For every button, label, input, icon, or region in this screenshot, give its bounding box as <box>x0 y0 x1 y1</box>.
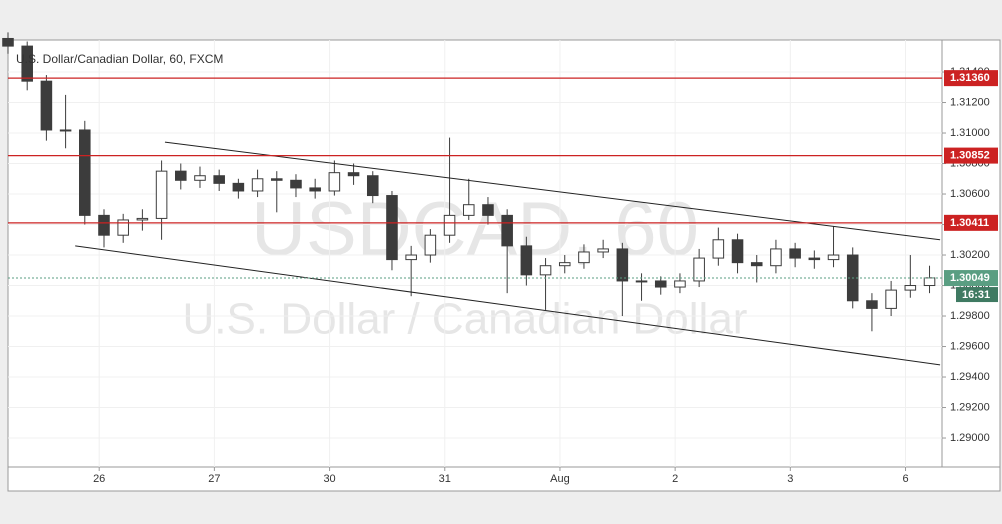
candle-body <box>578 251 590 264</box>
level-label: 1.31360 <box>950 72 990 84</box>
y-tick-label: 1.30200 <box>950 249 990 261</box>
candle-body <box>654 280 667 288</box>
last-price-label: 1.30049 <box>950 272 990 284</box>
candle-body <box>328 172 341 192</box>
level-label: 1.30411 <box>950 217 989 229</box>
y-tick-label: 1.31000 <box>950 127 990 139</box>
level-tag <box>944 147 998 164</box>
trend-line <box>75 245 941 366</box>
candle-body <box>251 178 264 192</box>
plot-area <box>7 39 943 468</box>
y-tick-label: 1.29600 <box>950 340 990 352</box>
candle-body <box>232 182 245 192</box>
candle-body <box>59 129 72 132</box>
x-tick-label: 27 <box>208 473 220 485</box>
countdown-tag <box>956 287 998 303</box>
candle-body <box>117 219 129 236</box>
candle-body <box>674 280 686 288</box>
y-tick-label: 1.29800 <box>950 310 990 322</box>
candle-body <box>597 248 609 253</box>
candle-body <box>175 170 187 181</box>
candle-body <box>808 257 821 261</box>
candle-body <box>635 280 648 283</box>
candle-body <box>405 254 417 261</box>
trend-line <box>164 141 941 241</box>
candle-body <box>194 175 206 181</box>
candle-body <box>750 262 763 267</box>
candle-body <box>885 289 897 309</box>
candle-body <box>79 129 91 216</box>
y-tick-label: 1.29400 <box>950 371 990 383</box>
candle-body <box>462 204 475 216</box>
x-axis-area <box>7 466 1001 492</box>
candle-body <box>386 195 398 261</box>
last-price-tag <box>944 270 998 287</box>
candle-body <box>616 248 629 282</box>
candle-body <box>270 178 283 181</box>
candle-body <box>904 285 917 291</box>
candle-body <box>770 248 782 267</box>
candle-body <box>731 239 744 264</box>
candle-body <box>347 172 360 177</box>
x-tick-label: 26 <box>93 473 105 485</box>
candle-body <box>424 234 437 256</box>
chart-title: U.S. Dollar/Canadian Dollar, 60, FXCM <box>16 52 223 66</box>
x-tick-label: 30 <box>323 473 335 485</box>
candle-body <box>213 175 225 184</box>
y-tick-label: 1.31200 <box>950 96 990 108</box>
candle-body <box>827 254 840 261</box>
candle-body <box>98 214 110 236</box>
candle-body <box>155 170 168 219</box>
candle-body <box>366 175 379 197</box>
x-tick-label: 2 <box>672 473 678 485</box>
y-tick-label: 1.30600 <box>950 188 990 200</box>
candle-body <box>693 257 705 282</box>
y-tick-label: 1.29200 <box>950 401 990 413</box>
candle-body <box>923 277 936 287</box>
x-tick-label: Aug <box>550 473 570 485</box>
candle-body <box>136 217 149 221</box>
candle-body <box>2 37 14 47</box>
x-tick-label: 6 <box>902 473 908 485</box>
y-tick-label: 1.29000 <box>950 432 990 444</box>
candle-body <box>789 248 801 259</box>
watermark: USDCAD, 60 <box>251 187 699 272</box>
candle-body <box>539 265 552 276</box>
candle-body <box>443 214 456 236</box>
level-tag <box>944 214 998 231</box>
candle-body <box>558 262 571 267</box>
countdown-label: 16:31 <box>962 289 990 301</box>
candle-body <box>290 179 302 189</box>
candle-body <box>712 239 725 259</box>
candle-body <box>866 300 878 309</box>
x-tick-label: 31 <box>439 473 451 485</box>
candle-body <box>40 80 53 131</box>
y-axis-area <box>941 39 1001 468</box>
candle-body <box>520 245 533 276</box>
candle-body <box>309 187 321 192</box>
level-tag <box>944 70 998 87</box>
x-tick-label: 3 <box>787 473 793 485</box>
candle-body <box>501 214 513 247</box>
candle-body <box>21 45 33 82</box>
level-label: 1.30852 <box>950 150 990 162</box>
watermark-sub: U.S. Dollar / Canadian Dollar <box>183 295 748 344</box>
candle-body <box>482 204 494 216</box>
